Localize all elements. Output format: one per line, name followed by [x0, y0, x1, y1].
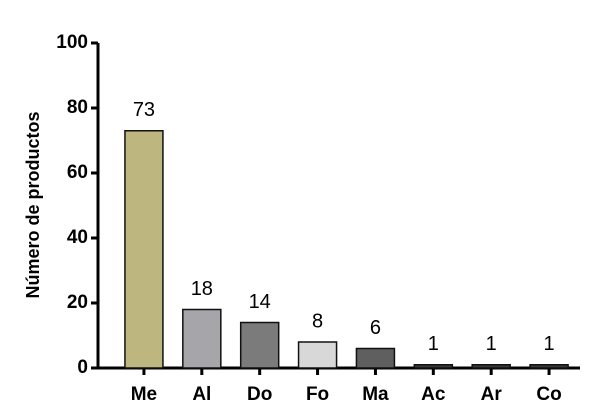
bar: [239, 321, 280, 369]
bar: [124, 130, 164, 369]
x-tick-label: Ar: [481, 384, 503, 405]
data-label: 1: [486, 333, 497, 355]
y-tick-label: 60: [67, 162, 88, 183]
bar: [297, 341, 338, 369]
bar: [413, 364, 454, 369]
data-label: 8: [312, 310, 323, 332]
x-tick-label: Ma: [362, 384, 389, 405]
y-tick-label: 20: [67, 292, 88, 313]
x-tick-label: Do: [247, 384, 272, 405]
bar: [355, 347, 396, 369]
y-axis-label: Número de productos: [23, 111, 43, 298]
y-tick-label: 0: [77, 357, 88, 378]
y-tick-label: 80: [67, 97, 88, 118]
y-tick-label: 40: [67, 227, 88, 248]
x-tick-label: Ac: [421, 384, 446, 405]
x-tick-label: Co: [536, 384, 561, 405]
data-label: 14: [249, 291, 271, 313]
data-label: 73: [133, 99, 155, 121]
x-tick-label: Al: [192, 384, 211, 405]
bar: [529, 364, 569, 369]
bar: [471, 364, 511, 369]
y-tick-label: 100: [56, 32, 88, 53]
data-label: 1: [428, 333, 439, 355]
data-label: 18: [191, 278, 213, 300]
x-tick-label: Fo: [306, 384, 329, 405]
data-label: 1: [544, 333, 555, 355]
data-label: 6: [370, 317, 381, 339]
x-tick-label: Me: [131, 384, 157, 405]
bar: [182, 308, 222, 369]
